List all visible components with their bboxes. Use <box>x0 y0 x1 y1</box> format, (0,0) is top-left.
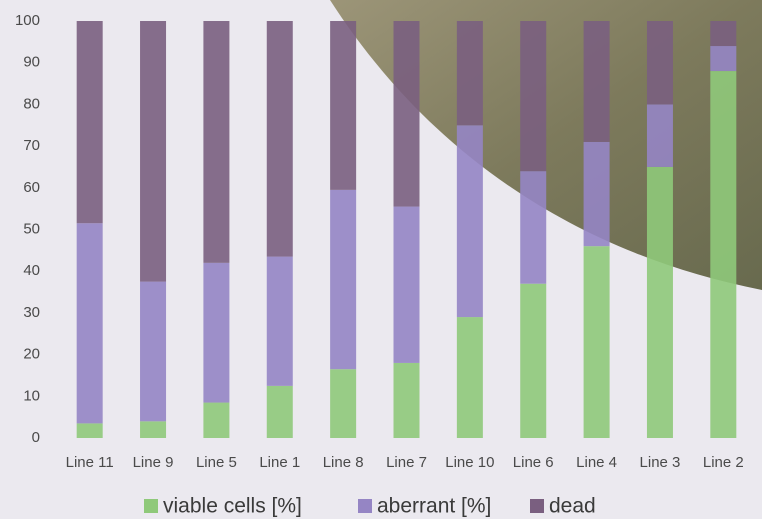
x-tick-label: Line 1 <box>259 454 300 471</box>
bar-segment <box>76 223 103 424</box>
legend-swatch <box>530 499 544 513</box>
bar-segment <box>393 21 420 207</box>
bar-segment <box>710 46 737 72</box>
bar-segment <box>456 125 483 318</box>
x-tick-label: Line 6 <box>513 454 554 471</box>
bar-segment <box>266 21 293 257</box>
bar-segment <box>330 369 357 438</box>
y-tick-label: 70 <box>23 137 40 154</box>
bar-segment <box>76 21 103 224</box>
legend-label: dead <box>549 495 596 518</box>
bar-segment <box>393 362 420 438</box>
bar-segment <box>583 141 610 247</box>
bar-segment <box>710 71 737 438</box>
bar-segment <box>203 262 230 403</box>
y-tick-label: 80 <box>23 95 40 112</box>
x-tick-label: Line 4 <box>576 454 617 471</box>
y-tick-label: 20 <box>23 346 40 363</box>
x-tick-label: Line 8 <box>323 454 364 471</box>
legend-swatch <box>144 499 158 513</box>
x-tick-label: Line 7 <box>386 454 427 471</box>
bar-segment <box>140 21 167 282</box>
bar-segment <box>646 166 673 438</box>
bar-segment <box>646 104 673 167</box>
bar-segment <box>520 171 547 284</box>
y-tick-label: 60 <box>23 179 40 196</box>
bar-segment <box>456 317 483 438</box>
bar-segment <box>520 283 547 438</box>
bar-segment <box>330 189 357 370</box>
bar-segment <box>266 385 293 438</box>
bar-segment <box>583 21 610 142</box>
bar-segment <box>330 21 357 190</box>
y-tick-label: 90 <box>23 54 40 71</box>
y-tick-label: 10 <box>23 387 40 404</box>
legend-swatch <box>358 499 372 513</box>
bar-segment <box>140 421 167 438</box>
y-tick-label: 0 <box>32 429 40 446</box>
y-tick-label: 30 <box>23 304 40 321</box>
bar-segment <box>266 256 293 386</box>
bar-segment <box>140 281 167 422</box>
y-tick-label: 100 <box>15 12 40 29</box>
bar-segment <box>456 21 483 126</box>
bar-segment <box>646 21 673 105</box>
bar-segment <box>583 246 610 438</box>
legend-label: viable cells [%] <box>163 495 302 518</box>
bar-segment <box>203 21 230 263</box>
y-tick-label: 50 <box>23 220 40 237</box>
bar-segment <box>393 206 420 363</box>
x-tick-label: Line 11 <box>66 454 114 471</box>
x-tick-label: Line 5 <box>196 454 237 471</box>
x-tick-label: Line 2 <box>703 454 744 471</box>
x-tick-label: Line 3 <box>640 454 681 471</box>
bar-segment <box>710 21 737 47</box>
bar-segment <box>203 402 230 438</box>
x-tick-label: Line 9 <box>133 454 174 471</box>
bar-segment <box>520 21 547 172</box>
legend-label: aberrant [%] <box>377 495 491 518</box>
y-tick-label: 40 <box>23 262 40 279</box>
bar-segment <box>76 423 103 438</box>
x-tick-label: Line 10 <box>445 454 494 471</box>
